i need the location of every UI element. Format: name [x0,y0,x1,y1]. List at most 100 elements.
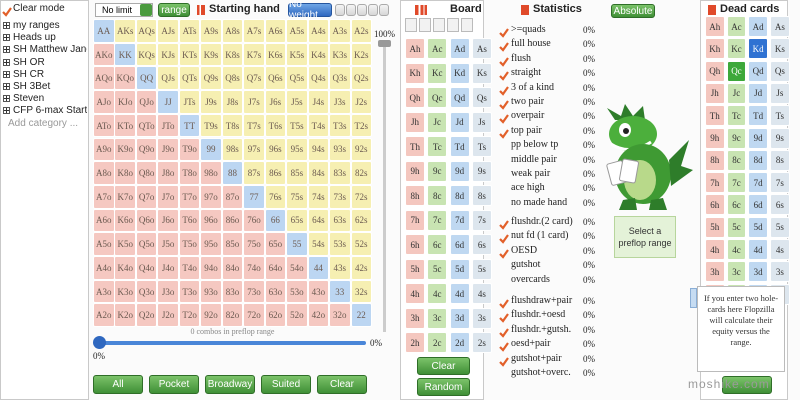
dead-card[interactable]: 9d [748,127,768,149]
dead-card[interactable]: 8h [705,149,725,171]
hand-cell[interactable]: 52s [350,232,373,256]
stat-label[interactable]: flushdr.+gutsh. [511,323,572,335]
dead-card[interactable]: 3c [726,261,747,283]
hand-cell[interactable]: A4s [307,19,330,43]
stat-label[interactable]: nut fd (1 card) [511,230,569,242]
tool-button[interactable] [357,4,367,16]
hand-cell[interactable]: 82s [350,161,373,185]
stat-label[interactable]: overpair [511,110,545,122]
stat-label[interactable]: middle pair [511,153,557,165]
hand-cell[interactable]: JTs [178,90,201,114]
hand-cell[interactable]: Q3s [329,66,351,91]
dead-card[interactable]: 6h [705,194,725,216]
hand-cell[interactable]: K6s [264,42,287,67]
hand-cell[interactable]: Q4o [135,256,158,280]
board-card[interactable]: Qh [405,87,425,108]
hand-cell[interactable]: 54o [286,256,308,280]
hand-cell[interactable]: 87s [243,161,265,185]
hand-cell[interactable]: T8o [178,161,201,185]
dead-card[interactable]: Tc [726,105,747,127]
hand-cell[interactable]: TT [178,113,201,138]
board-card[interactable]: As [471,38,492,59]
board-card[interactable]: 7h [405,209,425,231]
stat-label[interactable]: weak pair [511,168,551,179]
dead-card[interactable]: Qh [705,60,725,82]
hand-cell[interactable]: 83o [221,279,244,304]
dead-card[interactable]: 4s [770,239,790,260]
dead-card[interactable]: 3s [770,261,790,283]
hand-cell[interactable]: 96s [264,137,287,162]
board-card[interactable]: 3c [427,307,448,329]
range-button[interactable]: Clear [317,375,367,394]
hand-cell[interactable]: T6o [178,208,201,233]
board-card[interactable]: Kh [405,62,425,84]
board-card[interactable]: 9s [471,160,492,182]
hand-cell[interactable]: J9o [157,137,179,162]
stat-checkbox[interactable] [499,68,509,81]
board-card[interactable]: Td [449,136,470,157]
hand-cell[interactable]: J4s [307,90,330,114]
info-tab[interactable] [690,288,697,308]
stat-label[interactable]: gutshot [511,259,541,271]
hand-cell[interactable]: QJs [157,66,179,91]
hand-cell[interactable]: 76o [243,208,265,233]
hand-cell[interactable]: 86o [221,208,244,233]
hand-cell[interactable]: 93s [329,137,351,162]
hand-cell[interactable]: A2o [93,303,115,328]
range-category[interactable]: Steven [13,93,45,105]
hand-cell[interactable]: 96o [200,208,222,233]
range-button[interactable]: All [93,375,143,394]
hand-cell[interactable]: T9s [200,113,222,138]
hand-cell[interactable]: 98o [200,161,222,185]
hand-cell[interactable]: 82o [221,303,244,328]
board-card[interactable]: 3d [449,307,470,329]
dead-card[interactable]: Jd [748,82,768,104]
hand-cell[interactable]: 55 [286,232,308,256]
stat-checkbox[interactable] [499,111,509,125]
dead-card[interactable]: Js [770,82,790,104]
dead-card[interactable]: 6d [748,194,768,216]
hand-cell[interactable]: AQo [93,66,115,91]
stat-label[interactable]: flushdr.+oesd [511,309,566,321]
hand-cell[interactable]: A8s [221,19,244,43]
hand-cell[interactable]: T7o [178,184,201,209]
stat-label[interactable]: OESD [511,244,538,256]
hand-cell[interactable]: A3s [329,19,351,43]
hand-cell[interactable]: K3o [114,279,136,304]
hand-cell[interactable]: 22 [350,303,373,328]
hand-cell[interactable]: A7o [93,184,115,209]
hand-cell[interactable]: J6s [264,90,287,114]
hand-cell[interactable]: Q7s [243,66,265,91]
stat-label[interactable]: two pair [511,96,545,107]
hand-cell[interactable]: AKs [114,19,136,43]
expand-icon[interactable] [3,107,10,115]
hand-cell[interactable]: 75s [286,184,308,209]
board-card[interactable]: Js [471,111,492,133]
dead-card[interactable]: 8c [726,149,747,171]
board-card[interactable]: 6h [405,234,425,255]
hand-cell[interactable]: Q6s [264,66,287,91]
dead-card[interactable]: Ah [705,16,725,37]
hand-cell[interactable]: 53o [286,279,308,304]
hand-cell[interactable]: ATo [93,113,115,138]
add-category[interactable]: Add category ... [8,117,79,129]
hand-cell[interactable]: K4s [307,42,330,67]
board-card[interactable]: 3s [471,307,492,329]
range-category[interactable]: SH CR [13,68,45,80]
hand-cell[interactable]: 84o [221,256,244,280]
hand-cell[interactable]: A2s [350,19,373,43]
hand-cell[interactable]: 73s [329,184,351,209]
hand-cell[interactable]: J7s [243,90,265,114]
hand-cell[interactable]: QTs [178,66,201,91]
hand-cell[interactable]: 42o [307,303,330,328]
board-button[interactable]: Clear [417,357,470,375]
stat-label[interactable]: oesd+pair [511,338,551,350]
board-card[interactable]: 4c [427,283,448,304]
expand-icon[interactable] [3,83,10,90]
hand-cell[interactable]: K3s [329,42,351,67]
dead-card[interactable]: 5h [705,216,725,238]
hand-cell[interactable]: T4s [307,113,330,138]
range-button[interactable]: range [158,3,190,17]
dead-card[interactable]: Td [748,105,768,127]
hand-cell[interactable]: 99 [200,137,222,162]
